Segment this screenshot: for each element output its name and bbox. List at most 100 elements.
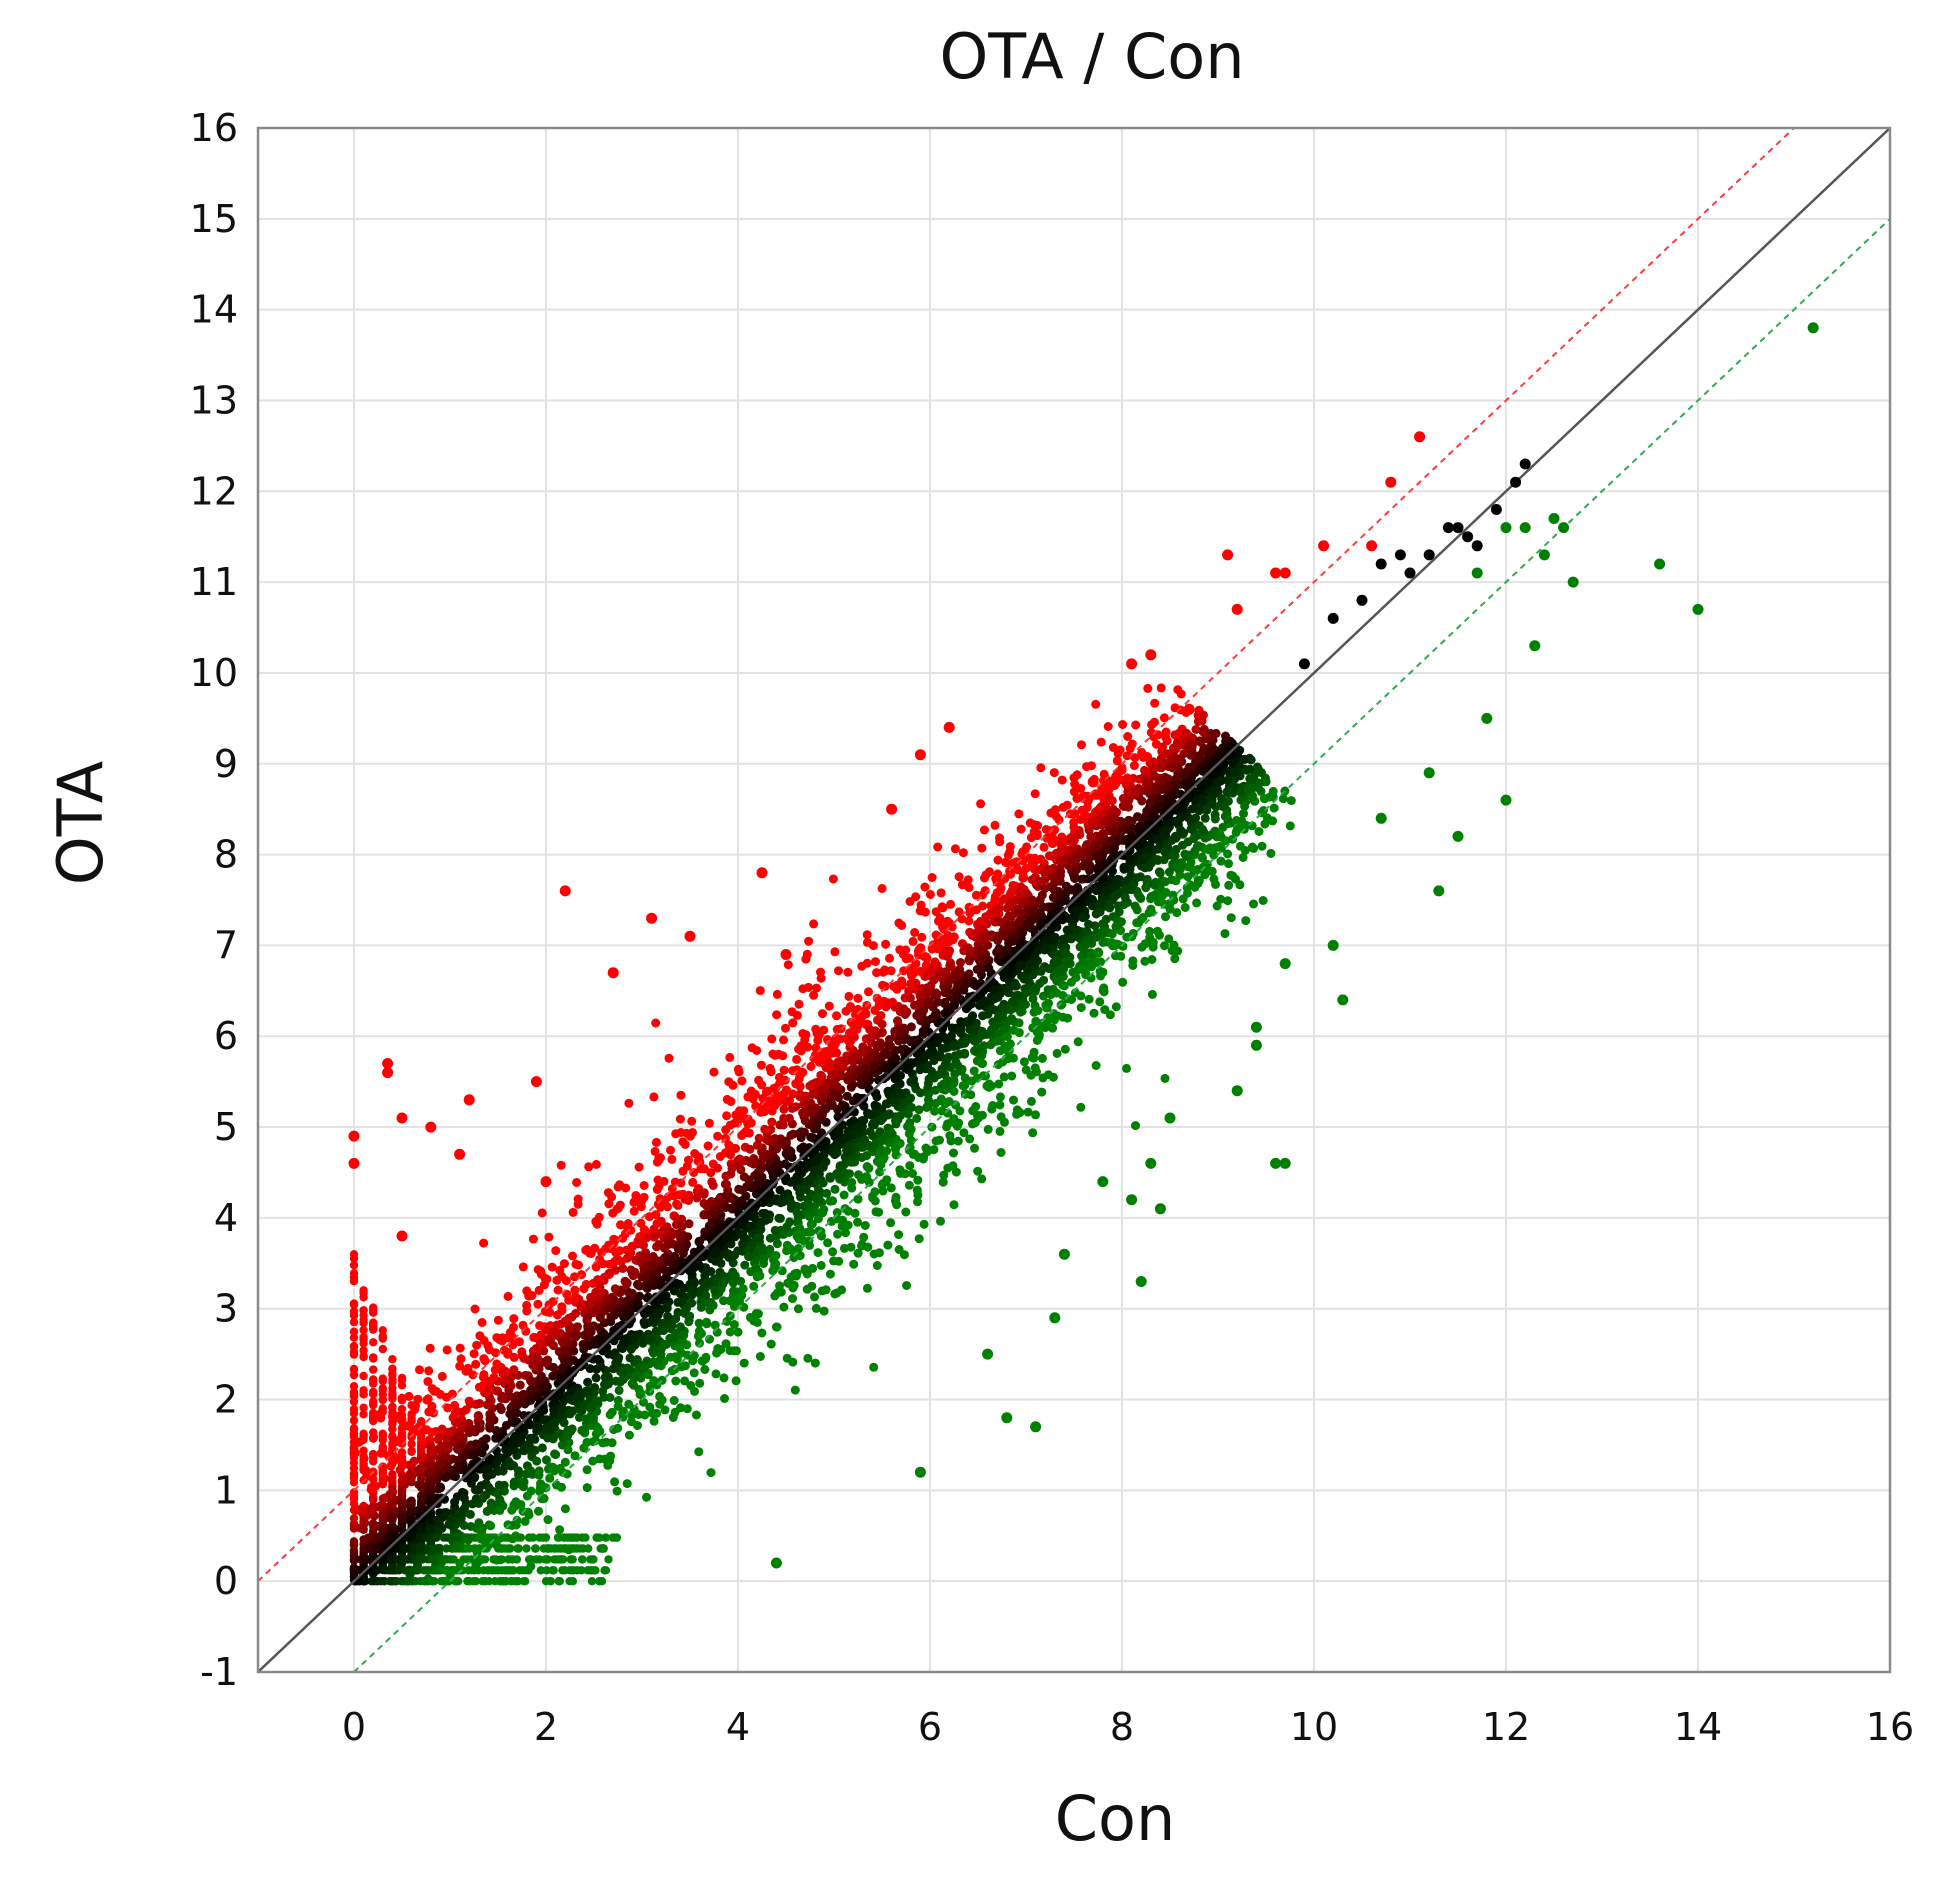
cloud-point	[1215, 830, 1224, 839]
cloud-point	[1259, 896, 1268, 905]
cloud-point	[710, 1068, 719, 1077]
cloud-point	[809, 919, 818, 928]
cloud-point	[1016, 961, 1025, 970]
cloud-point	[1087, 761, 1096, 770]
cloud-point	[1111, 772, 1120, 781]
cloud-point	[871, 957, 880, 966]
cloud-point	[854, 994, 863, 1003]
cloud-point	[935, 1136, 944, 1145]
cloud-point	[1059, 803, 1068, 812]
cloud-point	[767, 1118, 776, 1127]
cloud-point	[973, 1167, 982, 1176]
cloud-point	[919, 1027, 928, 1036]
cloud-point	[1194, 879, 1203, 888]
cloud-point	[723, 1233, 732, 1242]
cloud-point	[1119, 863, 1128, 872]
cloud-point	[564, 1296, 573, 1305]
cloud-point	[621, 1277, 630, 1286]
cloud-point	[583, 1326, 592, 1335]
cloud-point	[1247, 755, 1256, 764]
cloud-point	[1194, 753, 1203, 762]
cloud-point	[475, 1399, 484, 1408]
cloud-point	[1227, 913, 1236, 922]
cloud-point	[690, 1368, 699, 1377]
cloud-point	[543, 1434, 552, 1443]
cloud-point	[1121, 893, 1130, 902]
cloud-point	[760, 1125, 769, 1134]
cloud-point	[881, 940, 890, 949]
cloud-point	[755, 1271, 764, 1280]
cloud-point	[893, 1072, 902, 1081]
cloud-point	[1036, 763, 1045, 772]
cloud-point	[834, 1257, 843, 1266]
cloud-point	[811, 1025, 820, 1034]
cloud-point	[920, 883, 929, 892]
cloud-point	[1182, 781, 1191, 790]
cloud-point	[774, 1214, 783, 1223]
cloud-point	[959, 1128, 968, 1137]
cloud-point	[1260, 820, 1269, 829]
cloud-point	[1268, 790, 1277, 799]
cloud-point	[1050, 768, 1059, 777]
cloud-point	[1011, 982, 1020, 991]
cloud-point	[966, 1090, 975, 1099]
cloud-point	[570, 1272, 579, 1281]
cloud-point	[424, 1366, 433, 1375]
cloud-point	[1001, 969, 1010, 978]
cloud-point	[1143, 879, 1152, 888]
cloud-point	[432, 1387, 441, 1396]
cloud-point	[958, 939, 967, 948]
cloud-point	[443, 1345, 452, 1354]
cloud-point	[704, 1141, 713, 1150]
cloud-point	[728, 1164, 737, 1173]
cloud-point	[917, 933, 926, 942]
cloud-point	[640, 1320, 649, 1329]
cloud-point	[838, 1216, 847, 1225]
cloud-point	[692, 1411, 701, 1420]
cloud-point	[1030, 857, 1039, 866]
cloud-point	[1034, 1006, 1043, 1015]
cloud-point	[1022, 1065, 1031, 1074]
cloud-point	[642, 1493, 651, 1502]
cloud-point	[415, 1365, 424, 1374]
cloud-point	[635, 1163, 644, 1172]
cloud-point	[1042, 944, 1051, 953]
cloud-point	[568, 1396, 577, 1405]
cloud-point	[887, 966, 896, 975]
cloud-point	[1038, 1054, 1047, 1063]
cloud-point	[667, 1155, 676, 1164]
cloud-point	[1056, 967, 1065, 976]
cloud-point	[1087, 951, 1096, 960]
cloud-point	[1150, 699, 1159, 708]
cloud-point	[648, 1262, 657, 1271]
cloud-point	[830, 947, 839, 956]
cloud-point	[977, 955, 986, 964]
cloud-point	[1249, 900, 1258, 909]
cloud-point	[471, 1439, 480, 1448]
cloud-point	[1161, 912, 1170, 921]
cloud-point	[755, 1233, 764, 1242]
cloud-point	[861, 1221, 870, 1230]
cloud-point	[863, 930, 872, 939]
cloud-point	[958, 880, 967, 889]
cloud-point	[817, 1261, 826, 1270]
cloud-point	[1049, 1073, 1058, 1082]
cloud-point	[1015, 1028, 1024, 1037]
cloud-point	[1156, 795, 1165, 804]
cloud-point	[787, 1200, 796, 1209]
cloud-point	[483, 1465, 492, 1474]
cloud-point	[649, 1358, 658, 1367]
cloud-point	[1070, 874, 1079, 883]
cloud-point	[1100, 987, 1109, 996]
cloud-point	[1031, 984, 1040, 993]
cloud-point	[640, 1225, 649, 1234]
cloud-point	[1279, 794, 1288, 803]
cloud-point	[627, 1417, 636, 1426]
cloud-point	[690, 1149, 699, 1158]
cloud-point	[582, 1438, 591, 1447]
cloud-point	[1048, 852, 1057, 861]
cloud-point	[538, 1443, 547, 1452]
cloud-point	[649, 1092, 658, 1101]
cloud-point	[1155, 802, 1164, 811]
cloud-point	[822, 1189, 831, 1198]
